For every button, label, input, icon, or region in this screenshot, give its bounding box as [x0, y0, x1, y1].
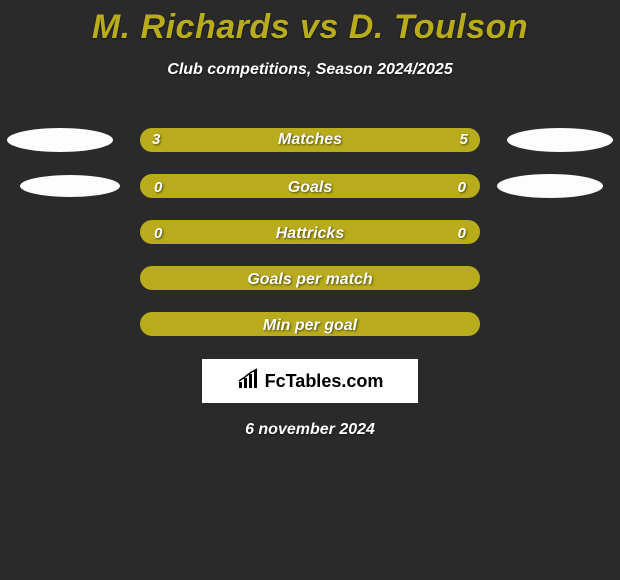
stat-value-left: 0 [154, 176, 162, 198]
page-title: M. Richards vs D. Toulson [0, 0, 620, 47]
stat-row: Hattricks0 0 [0, 209, 620, 255]
stat-bar: Hattricks0 0 [140, 220, 480, 244]
stat-row: Goals per match [0, 255, 620, 301]
brand-box: FcTables.com [202, 359, 418, 403]
stat-value-right: 0 [458, 222, 466, 244]
brand-text: FcTables.com [265, 371, 384, 392]
comparison-infographic: M. Richards vs D. Toulson Club competiti… [0, 0, 620, 580]
stat-row: Min per goal [0, 301, 620, 347]
stat-row: Matches3 5 [0, 117, 620, 163]
player-left-marker [7, 128, 113, 152]
stat-bar: Goals0 0 [140, 174, 480, 198]
brand-chart-icon [237, 368, 259, 395]
stat-bar: Goals per match [140, 266, 480, 290]
stat-bar: Matches3 5 [140, 128, 480, 152]
stat-label: Min per goal [142, 314, 478, 336]
stat-label: Hattricks [142, 222, 478, 244]
stat-label: Matches [140, 128, 480, 152]
stat-rows: Matches35Goals00Hattricks00Goals per mat… [0, 117, 620, 347]
footer-date: 6 november 2024 [0, 421, 620, 439]
page-subtitle: Club competitions, Season 2024/2025 [0, 61, 620, 79]
stat-row: Goals0 0 [0, 163, 620, 209]
player-right-marker [497, 174, 603, 198]
stat-bar: Min per goal [140, 312, 480, 336]
stat-value-right: 0 [458, 176, 466, 198]
stat-label: Goals [142, 176, 478, 198]
stat-value-left: 0 [154, 222, 162, 244]
player-right-marker [507, 128, 613, 152]
stat-value-left: 3 [152, 128, 160, 152]
player-left-marker [20, 175, 120, 197]
stat-label: Goals per match [142, 268, 478, 290]
stat-value-right: 5 [460, 128, 468, 152]
